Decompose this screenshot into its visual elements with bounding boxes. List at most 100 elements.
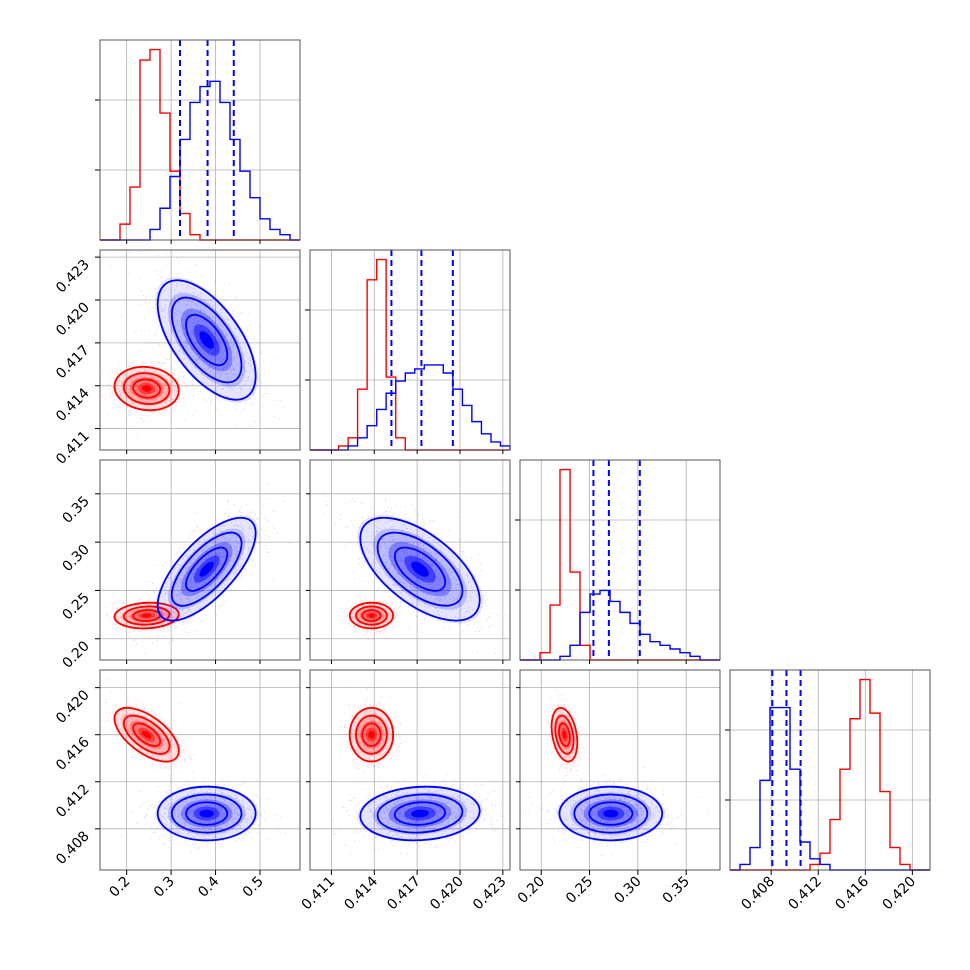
red-contour bbox=[132, 378, 162, 399]
y-tick-label: 0.417 bbox=[53, 342, 93, 382]
panel-frame bbox=[309, 459, 511, 661]
y-tick-label: 0.25 bbox=[59, 590, 92, 623]
red-contour bbox=[132, 722, 162, 747]
red-density-peak bbox=[562, 730, 567, 739]
histogram-panel-2 bbox=[305, 249, 511, 451]
x-tick-label: 0.3 bbox=[151, 874, 178, 901]
y-tick-label: 0.30 bbox=[59, 542, 92, 575]
y-tick-label: 0.423 bbox=[53, 257, 93, 297]
y-tick-label: 0.411 bbox=[53, 428, 93, 468]
red-contour bbox=[558, 722, 571, 747]
scatter-panel-3-1 bbox=[99, 459, 301, 661]
red-density-peak bbox=[368, 730, 375, 739]
red-sample-points bbox=[100, 678, 204, 781]
blue-sample-points bbox=[332, 773, 507, 856]
blue-contour bbox=[156, 516, 257, 622]
red-contour bbox=[361, 722, 382, 747]
blue-contour bbox=[156, 279, 257, 401]
red-contour bbox=[355, 605, 388, 626]
y-tick-label: 0.20 bbox=[59, 638, 92, 671]
x-tick-label: 0.417 bbox=[384, 874, 424, 914]
red-contour bbox=[122, 372, 171, 405]
panel-frame bbox=[99, 249, 301, 451]
histogram-panel-3 bbox=[515, 459, 721, 661]
red-histogram-step bbox=[100, 48, 300, 241]
blue-density-peak bbox=[199, 331, 214, 349]
panel-content bbox=[321, 494, 507, 654]
red-density-peak bbox=[368, 613, 375, 618]
panel-frame bbox=[99, 669, 301, 871]
y-tick-label: 0.416 bbox=[53, 734, 93, 774]
panel-frame bbox=[519, 669, 721, 871]
blue-contour bbox=[156, 785, 257, 842]
x-tick-label: 0.423 bbox=[470, 874, 510, 914]
y-tick-label: 0.420 bbox=[53, 300, 93, 340]
blue-contour bbox=[393, 801, 447, 826]
x-tick-label: 0.420 bbox=[880, 874, 920, 914]
panel-content bbox=[100, 678, 286, 853]
blue-contour bbox=[170, 793, 243, 834]
blue-density-peak bbox=[199, 561, 214, 577]
x-tick-label: 0.416 bbox=[832, 873, 872, 913]
red-density-peak bbox=[141, 385, 152, 392]
blue-contour bbox=[558, 785, 664, 842]
blue-contour bbox=[393, 546, 447, 592]
y-tick-label: 0.420 bbox=[53, 687, 93, 727]
blue-contour bbox=[376, 793, 464, 834]
scatter-panel-2-1 bbox=[99, 249, 301, 451]
red-contour bbox=[113, 365, 180, 412]
x-tick-label: 0.30 bbox=[611, 874, 644, 907]
histogram-panel-1 bbox=[95, 39, 301, 241]
panel-content bbox=[332, 684, 507, 856]
panel-content bbox=[526, 688, 709, 856]
x-tick-label: 0.412 bbox=[785, 874, 825, 914]
panel-frame bbox=[729, 669, 931, 871]
red-contour bbox=[550, 706, 579, 763]
blue-contour bbox=[170, 296, 243, 384]
blue-contour bbox=[170, 531, 243, 607]
histogram-panel-4 bbox=[725, 669, 931, 871]
panel-frame bbox=[309, 249, 511, 451]
y-tick-label: 0.412 bbox=[53, 781, 93, 821]
x-tick-label: 0.420 bbox=[427, 874, 467, 914]
y-tick-label: 0.408 bbox=[53, 828, 93, 868]
panel-frame bbox=[309, 669, 511, 871]
x-tick-label: 0.414 bbox=[341, 873, 381, 913]
panel-content bbox=[102, 250, 285, 449]
x-tick-label: 0.4 bbox=[195, 873, 222, 900]
blue-contour bbox=[185, 801, 229, 826]
x-tick-label: 0.408 bbox=[738, 874, 778, 914]
y-tick-label: 0.35 bbox=[59, 493, 92, 526]
x-tick-label: 0.2 bbox=[106, 874, 133, 901]
blue-density-peak bbox=[603, 809, 619, 818]
blue-contour bbox=[376, 531, 464, 607]
red-contour bbox=[348, 601, 395, 630]
panel-content bbox=[100, 484, 290, 654]
blue-histogram-step bbox=[100, 80, 300, 241]
x-tick-label: 0.35 bbox=[660, 874, 693, 907]
red-contour bbox=[122, 714, 171, 755]
blue-histogram-step bbox=[520, 589, 720, 661]
red-contour bbox=[554, 714, 575, 755]
panel-frame bbox=[519, 459, 721, 661]
scatter-panel-4-1 bbox=[99, 669, 301, 871]
blue-contour bbox=[588, 801, 634, 826]
blue-contour bbox=[359, 516, 481, 622]
x-tick-label: 0.20 bbox=[515, 874, 548, 907]
blue-density-peak bbox=[199, 809, 214, 818]
x-tick-label: 0.5 bbox=[240, 874, 267, 901]
panel-frame bbox=[99, 39, 301, 241]
red-histogram-step bbox=[520, 468, 720, 661]
blue-contour bbox=[185, 313, 229, 367]
red-contour bbox=[122, 605, 171, 626]
panel-frame bbox=[99, 459, 301, 661]
scatter-panel-4-2 bbox=[309, 669, 511, 871]
blue-density-peak bbox=[411, 809, 429, 818]
blue-contour bbox=[359, 785, 481, 842]
blue-density-peak bbox=[411, 561, 429, 577]
red-contour bbox=[348, 706, 395, 763]
red-contour bbox=[361, 609, 382, 622]
y-tick-label: 0.414 bbox=[53, 385, 93, 425]
